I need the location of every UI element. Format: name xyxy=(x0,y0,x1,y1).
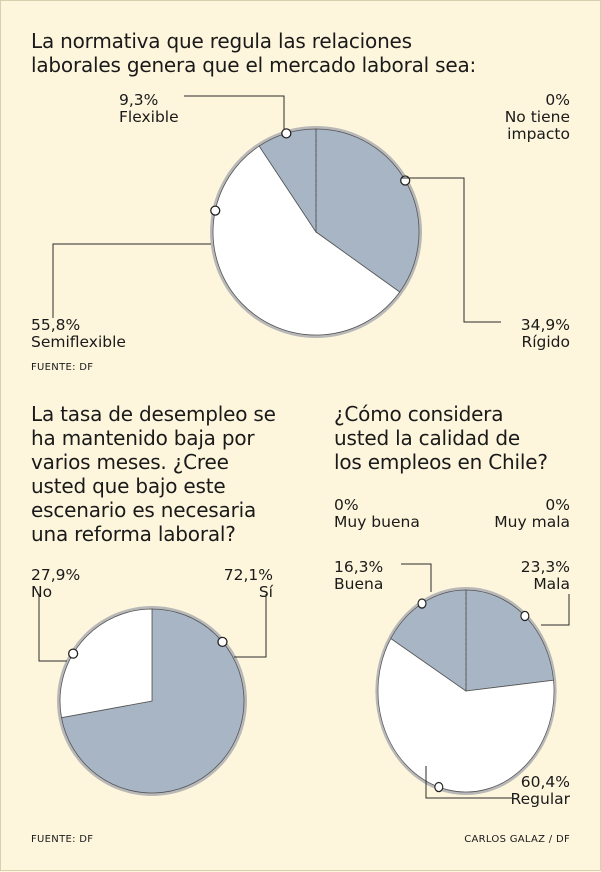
label-no-tiene-impacto: 0% No tiene impacto xyxy=(504,91,570,143)
label-rigido: 34,9% Rígido xyxy=(520,316,570,351)
pie-chart-1 xyxy=(210,126,422,338)
chart3-title: ¿Cómo considera usted la calidad de los … xyxy=(334,402,548,474)
slice-no xyxy=(59,608,153,719)
marker-si xyxy=(217,636,228,648)
label-muy-mala: 0% Muy mala xyxy=(494,496,570,531)
footer-credit: CARLOS GALAZ / DF xyxy=(464,834,570,845)
pie-chart-3 xyxy=(375,586,557,796)
marker-regular xyxy=(434,781,444,793)
slice-mala xyxy=(465,589,554,692)
marker-flexible xyxy=(281,128,292,139)
slice-si xyxy=(61,608,245,794)
label-no: 27,9% No xyxy=(31,566,81,601)
label-mala: 23,3% Mala xyxy=(520,558,570,593)
label-si: 72,1% Sí xyxy=(223,566,273,601)
label-muy-buena: 0% Muy buena xyxy=(334,496,420,531)
label-buena: 16,3% Buena xyxy=(334,558,384,593)
chart1-title: La normativa que regula las relaciones l… xyxy=(31,29,477,77)
marker-semiflexible xyxy=(210,205,221,216)
footer-source: FUENTE: DF xyxy=(31,834,94,845)
chart2-title: La tasa de desempleo se ha mantenido baj… xyxy=(31,402,276,546)
slice-semiflexible xyxy=(212,145,401,336)
marker-rigido xyxy=(400,175,411,186)
marker-buena xyxy=(417,598,427,609)
label-semiflexible: 55,8% Semiflexible xyxy=(31,316,126,351)
label-flexible: 9,3% Flexible xyxy=(119,91,179,126)
pie-chart-2 xyxy=(57,606,247,796)
chart1-source: FUENTE: DF xyxy=(31,362,94,373)
leader-semiflexible xyxy=(52,243,211,318)
marker-no xyxy=(67,648,79,659)
marker-mala xyxy=(520,610,530,622)
label-regular: 60,4% Regular xyxy=(510,773,570,808)
